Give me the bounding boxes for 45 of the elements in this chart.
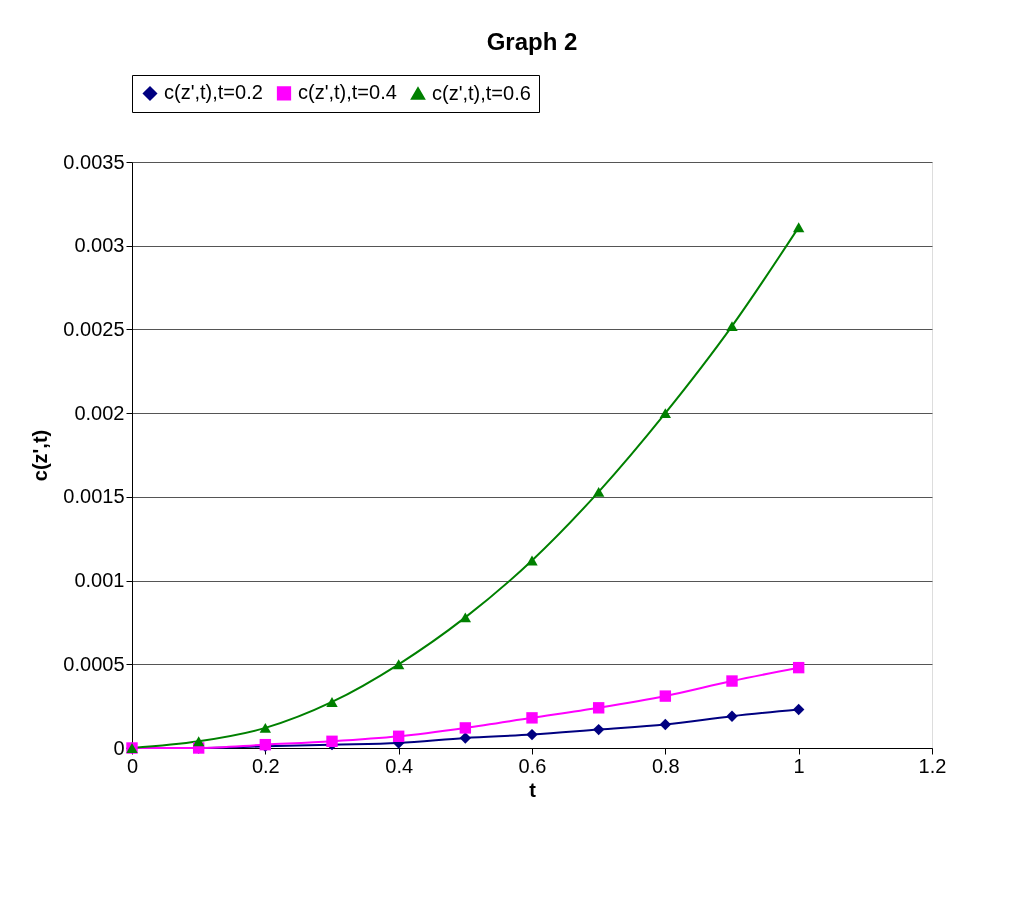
- point: [726, 321, 738, 332]
- point: [726, 675, 738, 687]
- point: [326, 735, 338, 747]
- x-tick-label: 0: [126, 754, 139, 777]
- x-tick-label: 0.2: [251, 754, 280, 777]
- point: [726, 710, 738, 722]
- y-tick-label: 0: [113, 736, 125, 759]
- x-tick-label: 0.4: [385, 754, 414, 777]
- y-tick-label: 0.0025: [63, 317, 125, 340]
- x-tick-label: 1: [793, 754, 805, 777]
- y-tick-label: 0.0035: [63, 150, 125, 173]
- point: [792, 661, 805, 674]
- point: [459, 612, 472, 623]
- point: [659, 408, 672, 419]
- point: [592, 723, 605, 736]
- legend-label: c(z',t),t=0.6: [432, 81, 531, 104]
- legend-label: c(z',t),t=0.4: [298, 81, 397, 104]
- point: [326, 697, 338, 707]
- y-tick-label: 0.0015: [63, 485, 125, 508]
- point: [526, 728, 538, 741]
- y-tick-label: 0.002: [74, 401, 125, 424]
- point: [459, 722, 472, 734]
- chart-title: Graph 2: [486, 27, 578, 55]
- point: [392, 730, 405, 742]
- point: [526, 555, 538, 566]
- point: [392, 659, 405, 670]
- point: [192, 736, 205, 747]
- y-tick-label: 0.001: [74, 569, 125, 592]
- point: [259, 722, 272, 733]
- point: [592, 486, 605, 497]
- y-tick-label: 0.0005: [63, 652, 125, 675]
- point: [792, 703, 805, 716]
- point: [659, 690, 672, 702]
- point: [792, 222, 805, 233]
- x-tick-label: 1.2: [918, 754, 947, 777]
- point: [659, 718, 672, 731]
- x-tick-label: 0.8: [651, 754, 680, 777]
- point: [592, 702, 605, 714]
- x-axis-title: t: [529, 778, 537, 801]
- legend-label: c(z',t),t=0.2: [164, 81, 263, 104]
- point: [526, 712, 538, 724]
- x-tick-label: 0.6: [518, 754, 547, 777]
- y-axis-title: c(z',t): [29, 429, 52, 482]
- y-tick-label: 0.003: [74, 234, 125, 257]
- point: [459, 732, 472, 744]
